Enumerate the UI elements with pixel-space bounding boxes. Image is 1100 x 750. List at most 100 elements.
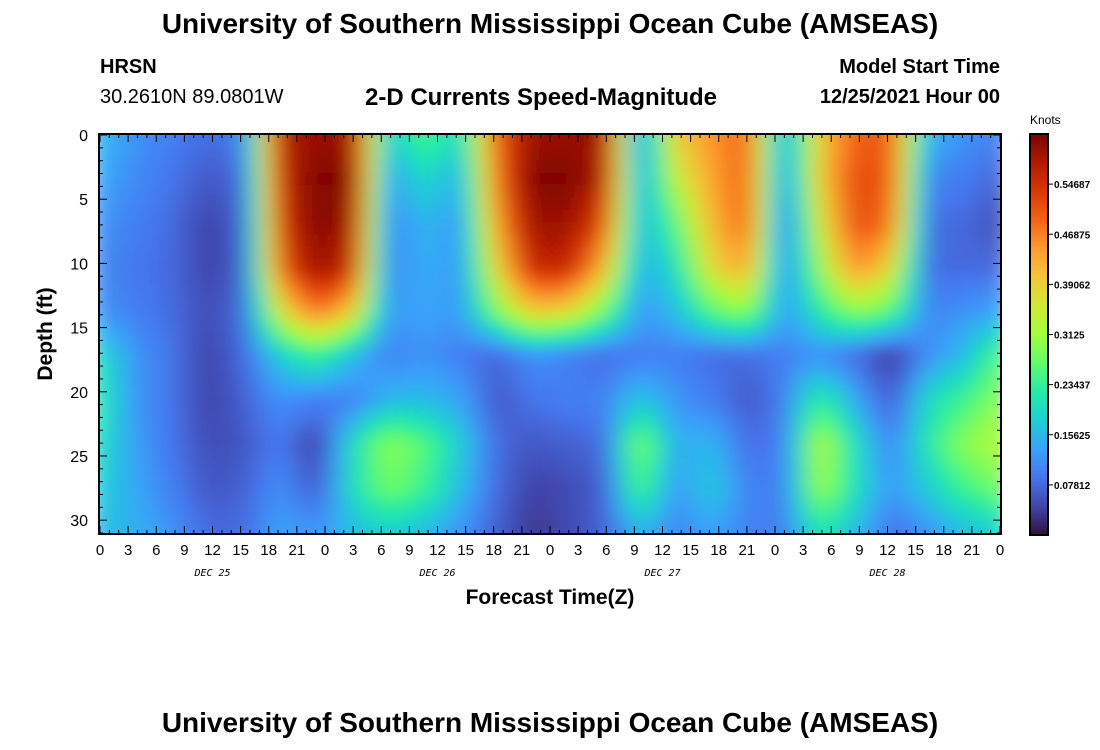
- heatmap-cell: [901, 309, 911, 323]
- heatmap-cell: [721, 383, 731, 397]
- heatmap-cell: [172, 408, 182, 422]
- heatmap-cell: [505, 135, 515, 149]
- heatmap-cell: [766, 421, 776, 435]
- heatmap-cell: [919, 135, 929, 149]
- heatmap-cell: [370, 470, 380, 484]
- heatmap-cell: [514, 209, 524, 223]
- heatmap-cell: [559, 321, 569, 335]
- heatmap-cell: [181, 371, 191, 385]
- heatmap-cell: [982, 309, 992, 323]
- heatmap-cell: [433, 209, 443, 223]
- heatmap-cell: [217, 321, 227, 335]
- heatmap-cell: [361, 159, 371, 173]
- heatmap-cell: [820, 371, 830, 385]
- heatmap-cell: [262, 470, 272, 484]
- heatmap-cell: [136, 309, 146, 323]
- heatmap-cell: [730, 445, 740, 459]
- heatmap-cell: [271, 358, 281, 372]
- heatmap-cell: [559, 197, 569, 211]
- heatmap-cell: [523, 334, 533, 348]
- heatmap-cell: [289, 135, 299, 149]
- heatmap-cell: [874, 184, 884, 198]
- heatmap-cell: [352, 209, 362, 223]
- heatmap-cell: [568, 334, 578, 348]
- heatmap-cell: [145, 234, 155, 248]
- heatmap-cell: [100, 508, 110, 522]
- heatmap-cell: [910, 383, 920, 397]
- heatmap-cell: [604, 246, 614, 260]
- heatmap-cell: [730, 172, 740, 186]
- heatmap-cell: [820, 508, 830, 522]
- heatmap-cell: [208, 421, 218, 435]
- heatmap-cell: [559, 309, 569, 323]
- heatmap-cell: [109, 495, 119, 509]
- x-tick-label: 15: [232, 542, 249, 559]
- heatmap-cell: [775, 458, 785, 472]
- heatmap-cell: [766, 458, 776, 472]
- heatmap-cell: [676, 321, 686, 335]
- heatmap-cell: [919, 222, 929, 236]
- heatmap-cell: [523, 222, 533, 236]
- heatmap-cell: [883, 458, 893, 472]
- heatmap-cell: [802, 209, 812, 223]
- heatmap-cell: [811, 358, 821, 372]
- date-label: DEC 27: [643, 568, 680, 579]
- heatmap-cell: [244, 284, 254, 298]
- heatmap-cell: [496, 284, 506, 298]
- heatmap-cell: [370, 172, 380, 186]
- heatmap-cell: [442, 172, 452, 186]
- heatmap-cell: [118, 222, 128, 236]
- heatmap-cell: [424, 495, 434, 509]
- heatmap-cell: [775, 172, 785, 186]
- heatmap-cell: [460, 520, 470, 534]
- heatmap-cell: [469, 234, 479, 248]
- heatmap-cell: [658, 495, 668, 509]
- heatmap-cell: [577, 346, 587, 360]
- x-tick-label: 3: [799, 542, 807, 559]
- heatmap-cell: [991, 147, 1000, 161]
- heatmap-cell: [325, 321, 335, 335]
- heatmap-cell: [622, 458, 632, 472]
- heatmap-cell: [208, 222, 218, 236]
- heatmap-cell: [388, 309, 398, 323]
- heatmap-cell: [748, 433, 758, 447]
- chart-subtitle: 2-D Currents Speed-Magnitude: [365, 84, 718, 111]
- heatmap-cell: [793, 197, 803, 211]
- heatmap-cell: [955, 197, 965, 211]
- heatmap-cell: [361, 371, 371, 385]
- heatmap-cell: [244, 433, 254, 447]
- heatmap-cell: [919, 284, 929, 298]
- heatmap-cell: [352, 445, 362, 459]
- heatmap-cell: [919, 159, 929, 173]
- x-tick-label: 21: [964, 542, 981, 559]
- heatmap-cell: [280, 346, 290, 360]
- heatmap-cell: [586, 184, 596, 198]
- heatmap-cell: [487, 172, 497, 186]
- heatmap-cell: [217, 209, 227, 223]
- heatmap-cell: [325, 147, 335, 161]
- heatmap-cell: [586, 470, 596, 484]
- heatmap-cell: [838, 371, 848, 385]
- heatmap-cell: [280, 470, 290, 484]
- heatmap-cell: [595, 358, 605, 372]
- heatmap-cell: [361, 458, 371, 472]
- heatmap-cell: [649, 495, 659, 509]
- heatmap-cell: [289, 334, 299, 348]
- heatmap-cell: [397, 371, 407, 385]
- heatmap-cell: [757, 172, 767, 186]
- heatmap-cell: [613, 284, 623, 298]
- heatmap-cell: [532, 135, 542, 149]
- heatmap-cell: [685, 222, 695, 236]
- heatmap-cell: [910, 445, 920, 459]
- heatmap-cell: [973, 271, 983, 285]
- heatmap-cell: [820, 147, 830, 161]
- heatmap-cell: [388, 371, 398, 385]
- heatmap-cell: [541, 371, 551, 385]
- heatmap-cell: [460, 421, 470, 435]
- heatmap-cell: [334, 284, 344, 298]
- heatmap-cell: [523, 184, 533, 198]
- heatmap-cell: [379, 470, 389, 484]
- heatmap-cell: [676, 520, 686, 534]
- heatmap-cell: [235, 383, 245, 397]
- heatmap-cell: [433, 259, 443, 273]
